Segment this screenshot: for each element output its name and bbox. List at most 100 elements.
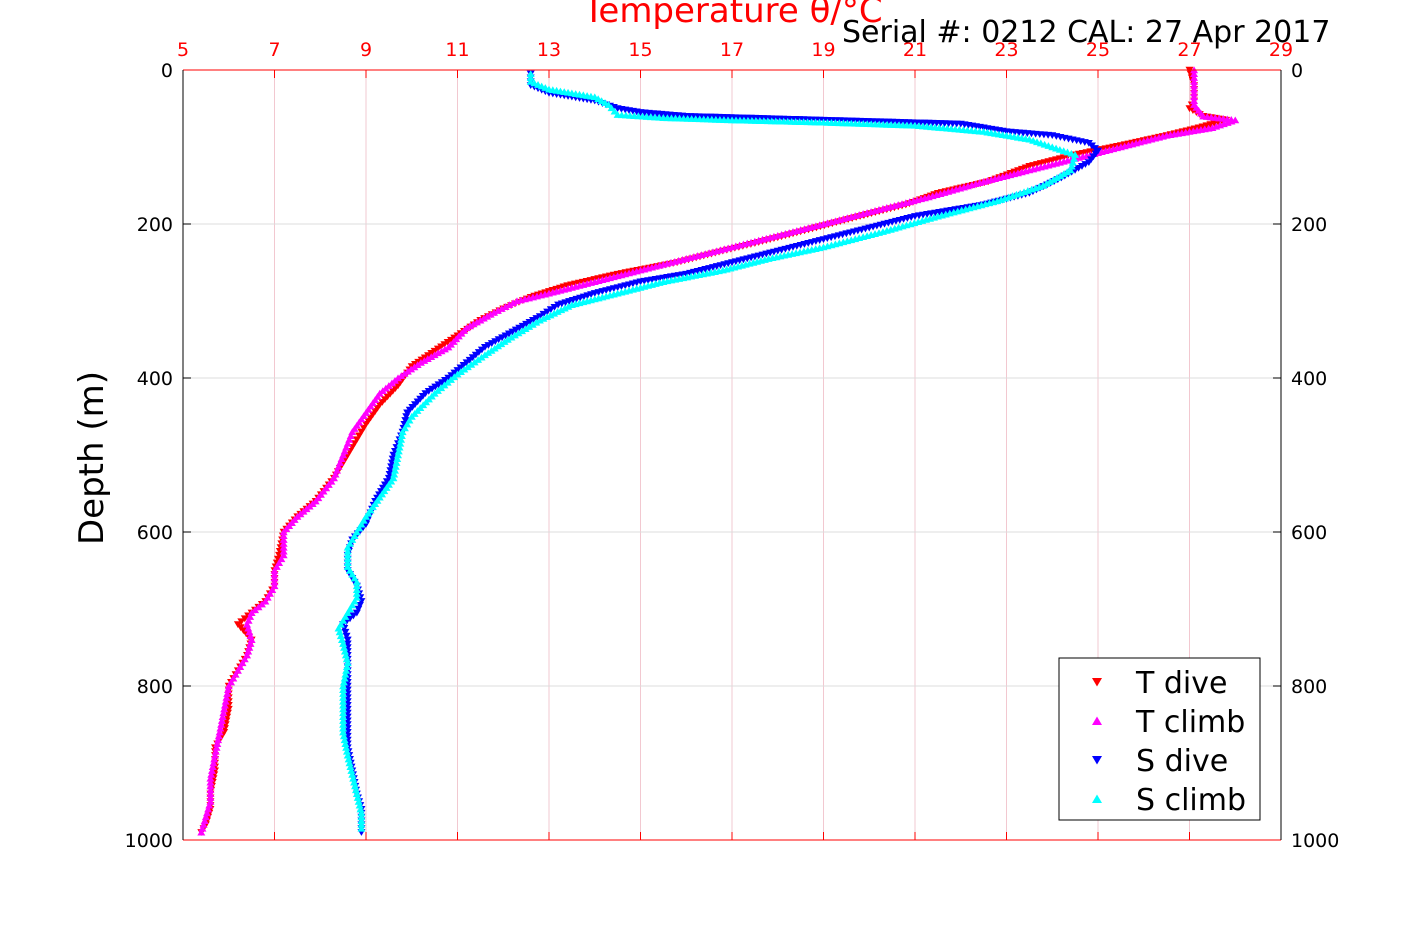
data-point [532, 315, 541, 322]
data-point [528, 317, 537, 324]
data-point [507, 333, 516, 341]
data-point [542, 313, 551, 321]
data-point [1063, 168, 1072, 176]
data-point [340, 447, 349, 455]
data-point [339, 690, 348, 697]
data-point [437, 347, 446, 355]
data-point [220, 701, 229, 709]
data-point [348, 601, 357, 609]
data-point [402, 413, 411, 421]
data-point [221, 697, 230, 705]
data-point [1190, 97, 1199, 104]
data-point [420, 357, 429, 364]
data-point [201, 813, 210, 821]
data-point [391, 462, 400, 470]
data-point [390, 470, 399, 478]
data-point [216, 724, 225, 732]
data-point [456, 368, 465, 375]
data-point [487, 340, 496, 347]
data-point [355, 801, 364, 809]
x-tick-label: 21 [903, 39, 927, 61]
data-point [356, 805, 365, 813]
data-point [351, 782, 360, 790]
data-point [1045, 178, 1054, 185]
data-point [1190, 101, 1199, 108]
data-point [505, 301, 514, 309]
data-point [207, 770, 216, 778]
data-point [240, 655, 249, 663]
data-point [342, 632, 351, 640]
data-point [525, 318, 534, 326]
data-point [345, 759, 354, 767]
data-point [1190, 93, 1199, 101]
data-point [343, 551, 352, 559]
data-point [339, 728, 348, 736]
chart-title: Temperature θ/°C [582, 0, 882, 31]
data-point [339, 709, 348, 717]
data-point [343, 609, 352, 617]
data-point [1190, 85, 1199, 93]
data-point [497, 305, 506, 312]
data-point [343, 659, 352, 667]
data-point [229, 674, 238, 682]
x-tick-label: 11 [445, 39, 469, 61]
x-tick-label: 9 [360, 39, 372, 61]
data-point [206, 786, 215, 794]
grid [183, 70, 1281, 840]
data-point [343, 547, 352, 555]
data-point [355, 524, 364, 532]
data-point [395, 443, 404, 451]
data-point [352, 528, 361, 536]
data-point [354, 797, 363, 805]
data-point [1084, 159, 1093, 166]
data-point [493, 307, 502, 314]
data-point [350, 574, 359, 582]
data-point [339, 693, 348, 701]
data-point [343, 543, 352, 551]
data-point [1059, 170, 1068, 178]
data-point [247, 636, 256, 643]
data-point [340, 643, 349, 651]
data-point [339, 451, 348, 459]
data-point [272, 563, 281, 570]
data-point [265, 590, 274, 597]
data-point [348, 570, 357, 578]
series-t-climb [197, 66, 1240, 836]
data-point [333, 466, 342, 474]
data-point [339, 678, 348, 686]
data-point [329, 474, 338, 482]
data-point [526, 70, 535, 78]
y-tick-label-right: 0 [1291, 60, 1303, 82]
data-point [339, 720, 348, 728]
data-point [205, 801, 214, 809]
data-point [340, 647, 349, 655]
data-point [210, 755, 219, 763]
data-point [1190, 77, 1199, 85]
data-point [217, 720, 226, 728]
data-point [246, 632, 255, 640]
x-tick-label: 13 [537, 39, 561, 61]
data-point [357, 817, 366, 824]
data-point [339, 697, 348, 705]
data-point [261, 597, 270, 605]
data-point [522, 320, 531, 328]
data-point [554, 301, 563, 309]
data-point [498, 334, 507, 342]
data-point [501, 332, 510, 340]
x-tick-label: 27 [1177, 39, 1201, 61]
data-point [238, 659, 247, 667]
data-point [223, 690, 232, 697]
data-point [348, 536, 357, 543]
data-point [270, 574, 279, 582]
data-point [403, 420, 412, 428]
legend-label: S dive [1136, 744, 1228, 779]
data-point [279, 536, 288, 543]
y-tick-label-right: 800 [1291, 676, 1327, 698]
data-point [199, 821, 208, 828]
x-tick-label: 7 [268, 39, 280, 61]
data-point [484, 342, 493, 349]
data-point [393, 455, 402, 463]
data-point [341, 651, 350, 659]
data-point [214, 732, 223, 740]
